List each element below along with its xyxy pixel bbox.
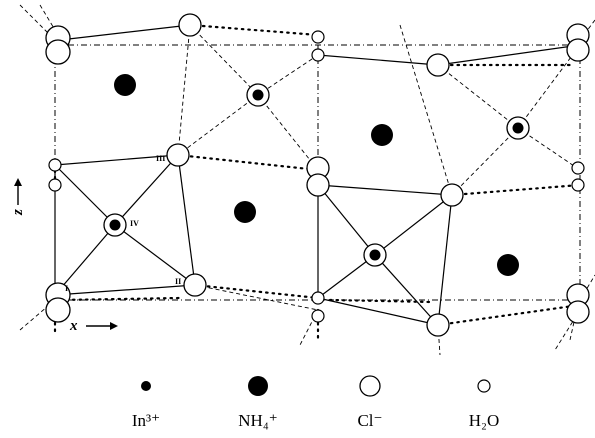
x-axis-label: x — [69, 318, 78, 334]
x-axis-indicator: x — [69, 318, 118, 334]
legend-label-nh4: NH₄⁺ — [238, 411, 277, 430]
legend-symbol-cl — [359, 375, 381, 397]
solid-bonds — [54, 24, 581, 326]
site-label-iv: IV — [130, 219, 139, 228]
legend-symbol-h2o — [477, 379, 491, 393]
site-label-i: I — [65, 284, 68, 293]
water-molecules — [48, 30, 585, 323]
indium-ions — [103, 83, 530, 267]
site-label-ii: II — [175, 277, 181, 286]
z-axis-label: z — [10, 209, 26, 216]
chloride-ions — [45, 13, 590, 337]
dotted-links — [53, 23, 582, 342]
legend: In³⁺ NH₄⁺ Cl⁻ H₂O — [132, 375, 499, 430]
z-axis-indicator: z — [10, 178, 26, 216]
site-label-iii: III — [156, 154, 165, 163]
legend-symbol-nh4 — [248, 376, 268, 396]
legend-label-in: In³⁺ — [132, 411, 160, 430]
legend-label-h2o: H₂O — [469, 411, 499, 430]
legend-label-cl: Cl⁻ — [357, 411, 382, 430]
ammonium-ions — [114, 74, 519, 276]
legend-symbol-in — [141, 381, 151, 391]
